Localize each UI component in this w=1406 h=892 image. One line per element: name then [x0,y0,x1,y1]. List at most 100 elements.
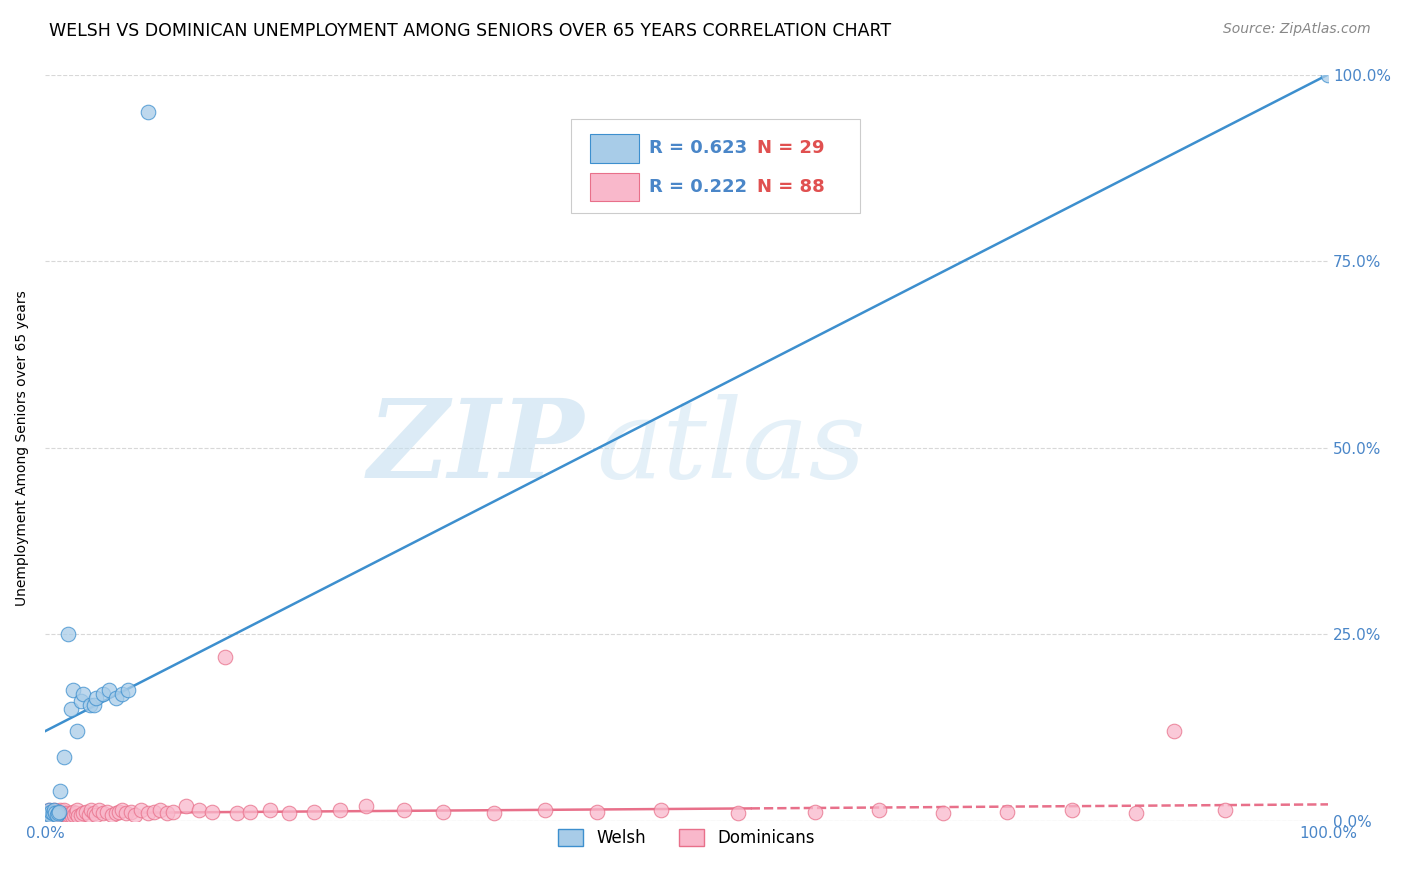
Point [83,806,105,821]
Point [104,690,127,705]
Point [39,807,62,822]
Point [41,805,63,819]
Point [42,809,65,823]
Point [156,806,179,821]
Point [56,627,79,641]
Point [51,806,73,821]
Point [62,683,84,698]
Point [41,806,63,821]
Point [39,807,62,822]
Text: Source: ZipAtlas.com: Source: ZipAtlas.com [1223,22,1371,37]
Point [83,698,105,712]
Point [188,803,211,817]
Text: R = 0.623: R = 0.623 [650,139,748,157]
Point [49,803,72,817]
Text: ZIP: ZIP [367,394,583,501]
Point [80,803,103,817]
Point [868,803,890,817]
Point [75,805,97,819]
Point [259,803,281,817]
Point [77,807,100,822]
Text: WELSH VS DOMINICAN UNEMPLOYMENT AMONG SENIORS OVER 65 YEARS CORRELATION CHART: WELSH VS DOMINICAN UNEMPLOYMENT AMONG SE… [49,22,891,40]
Point [87,803,110,817]
Point [143,805,166,819]
FancyBboxPatch shape [591,134,640,162]
Point [45,809,67,823]
Point [432,805,454,819]
Point [46,806,69,821]
Point [42,803,65,817]
Point [1317,68,1340,82]
Point [120,805,142,819]
Point [117,683,139,698]
Point [67,809,90,823]
Point [66,803,89,817]
Point [394,803,416,817]
Point [41,809,63,823]
Point [38,803,60,817]
Point [42,803,65,817]
Point [72,806,94,821]
Point [585,805,607,819]
Point [48,805,70,819]
Point [44,807,66,822]
Point [995,805,1018,819]
Point [38,803,60,817]
Point [66,724,89,739]
Point [304,805,326,819]
Point [38,809,60,823]
Point [35,810,58,824]
Point [49,784,72,798]
Point [35,810,58,824]
Point [49,807,72,822]
Point [37,806,59,821]
Point [650,803,672,817]
Point [329,803,352,817]
Point [114,806,136,821]
Point [59,806,82,821]
Point [39,806,62,821]
Point [44,806,66,821]
Point [804,805,827,819]
Point [111,687,134,701]
Point [48,805,70,819]
FancyBboxPatch shape [591,173,640,202]
Point [59,702,82,716]
Point [174,798,197,813]
Point [1163,724,1185,739]
Point [62,805,84,819]
Point [84,807,107,822]
Point [51,809,73,823]
Point [534,803,557,817]
Point [149,803,172,817]
Point [932,806,955,821]
Point [44,806,66,821]
Text: N = 88: N = 88 [756,178,825,196]
Point [1215,803,1237,817]
Point [129,803,152,817]
Point [79,698,101,712]
Point [41,806,63,821]
Point [56,806,79,821]
Point [96,805,118,819]
Point [53,803,76,817]
Text: atlas: atlas [596,394,866,501]
Point [91,806,114,821]
Legend: Welsh, Dominicans: Welsh, Dominicans [551,822,821,854]
Point [201,805,224,819]
Point [84,690,107,705]
Point [48,809,70,823]
Point [53,750,76,764]
Point [46,807,69,822]
Point [100,807,122,822]
Point [45,805,67,819]
Point [37,807,59,822]
Point [91,687,114,701]
Point [277,806,299,821]
Point [45,807,67,822]
Point [226,806,249,821]
Point [124,807,146,822]
Point [108,805,131,819]
Point [46,806,69,821]
Point [41,807,63,822]
